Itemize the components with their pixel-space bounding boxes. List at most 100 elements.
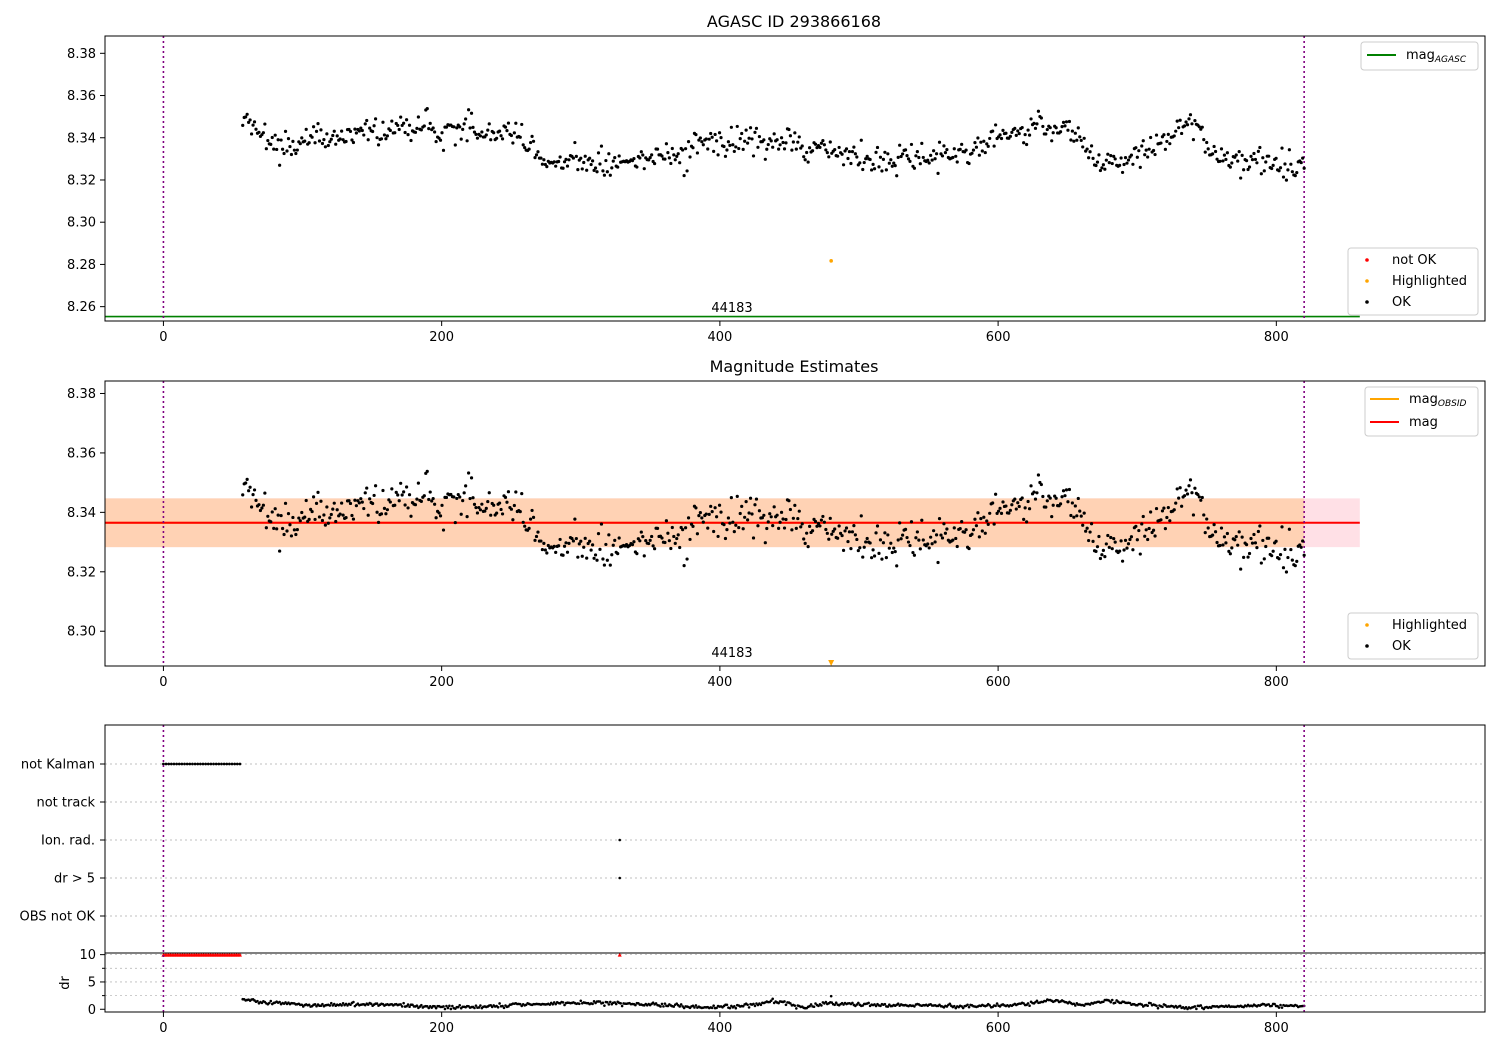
- ok-point: [1109, 535, 1113, 540]
- ok-point: [991, 129, 995, 133]
- ok-point: [1290, 170, 1294, 174]
- ok-point: [971, 148, 976, 152]
- ok-point: [595, 170, 599, 174]
- ok-point: [850, 530, 855, 534]
- ok-point: [874, 150, 878, 154]
- ok-point: [853, 152, 857, 156]
- ok-point: [1271, 163, 1275, 167]
- ok-point: [244, 481, 248, 485]
- ok-point: [843, 529, 847, 533]
- ok-point: [893, 550, 897, 554]
- dr-point: [501, 1004, 504, 1008]
- ok-point: [425, 107, 429, 111]
- ok-point: [1063, 494, 1067, 498]
- ok-point: [849, 547, 853, 551]
- ok-point: [719, 135, 723, 140]
- ok-point: [263, 491, 267, 495]
- dr-point: [777, 1001, 780, 1005]
- ok-point: [280, 147, 285, 151]
- ok-point: [1162, 133, 1166, 137]
- ok-point: [889, 158, 893, 162]
- y-tick-label: 8.32: [67, 565, 96, 580]
- ok-point: [393, 503, 397, 507]
- ok-point: [880, 557, 884, 561]
- ok-point: [650, 534, 654, 539]
- legend-ok-label: OK: [1392, 295, 1411, 310]
- flag-point: [201, 762, 205, 766]
- dr-point: [307, 1003, 311, 1007]
- ok-point: [1033, 497, 1038, 501]
- ok-point: [983, 150, 987, 155]
- ok-point: [908, 159, 912, 163]
- ok-point: [266, 138, 270, 143]
- ok-point: [283, 501, 288, 505]
- ok-point: [1103, 555, 1107, 559]
- ok-point: [977, 153, 981, 157]
- ok-point: [531, 139, 536, 143]
- dr-point: [456, 1005, 460, 1009]
- ok-point: [1140, 522, 1144, 526]
- dr-point: [678, 1005, 681, 1008]
- ok-point: [332, 501, 336, 505]
- ok-point: [416, 115, 420, 119]
- ok-point: [1180, 504, 1184, 508]
- ok-point: [1222, 153, 1227, 157]
- ok-point: [1187, 484, 1191, 488]
- ok-point: [871, 162, 875, 166]
- ok-point: [307, 141, 311, 145]
- ok-point: [279, 513, 283, 518]
- ok-point: [1289, 162, 1293, 166]
- y-tick-label: 8.38: [67, 47, 96, 62]
- ok-point: [732, 149, 736, 154]
- ok-point: [1036, 109, 1041, 113]
- ok-point: [810, 529, 815, 533]
- ok-point: [1076, 126, 1080, 130]
- ok-point: [1284, 570, 1289, 574]
- x-tick-label: 200: [429, 675, 454, 690]
- agasc-panel: AGASC ID 293866168 0 200 400 600 800 8.26 8.28…: [67, 12, 1486, 345]
- ok-point: [942, 522, 946, 526]
- ok-point: [722, 144, 726, 149]
- ok-point: [530, 508, 534, 513]
- legend-highlighted-label: Highlighted: [1392, 274, 1467, 289]
- dr-point: [809, 1003, 813, 1006]
- ok-point: [469, 476, 474, 480]
- ok-point: [782, 147, 787, 151]
- ok-point: [831, 529, 835, 533]
- ok-point: [698, 136, 702, 140]
- ok-point: [472, 130, 477, 134]
- flag-point: [188, 762, 192, 766]
- ok-point: [307, 517, 311, 521]
- ok-point: [357, 501, 361, 505]
- ok-point: [425, 469, 429, 473]
- ok-point: [635, 552, 639, 556]
- ok-point: [1224, 157, 1228, 162]
- ok-point: [289, 152, 294, 157]
- ok-point: [518, 510, 522, 514]
- ok-point: [769, 139, 773, 143]
- ok-point: [920, 518, 924, 522]
- ok-point: [310, 135, 314, 139]
- dr-point: [783, 1000, 786, 1003]
- dr-point: [1102, 1000, 1105, 1004]
- dr-point: [1109, 1000, 1113, 1004]
- ok-point: [762, 138, 766, 142]
- ok-point: [669, 546, 673, 551]
- dr-point: [710, 1006, 714, 1010]
- ok-point: [880, 169, 884, 173]
- ok-point: [254, 498, 258, 503]
- ok-point: [607, 533, 611, 537]
- dr-point: [1026, 1002, 1030, 1005]
- dr-point: [332, 1002, 336, 1006]
- ok-point: [1174, 501, 1178, 505]
- flag-row-label: OBS not OK: [20, 910, 96, 925]
- ok-point: [686, 140, 691, 144]
- ok-point: [963, 530, 967, 534]
- ok-point: [881, 541, 886, 545]
- ok-point: [580, 554, 584, 558]
- ok-point: [272, 526, 276, 530]
- ok-point: [710, 510, 714, 514]
- dr-point: [988, 1004, 992, 1007]
- ok-point: [738, 136, 742, 141]
- ok-point: [1033, 126, 1038, 130]
